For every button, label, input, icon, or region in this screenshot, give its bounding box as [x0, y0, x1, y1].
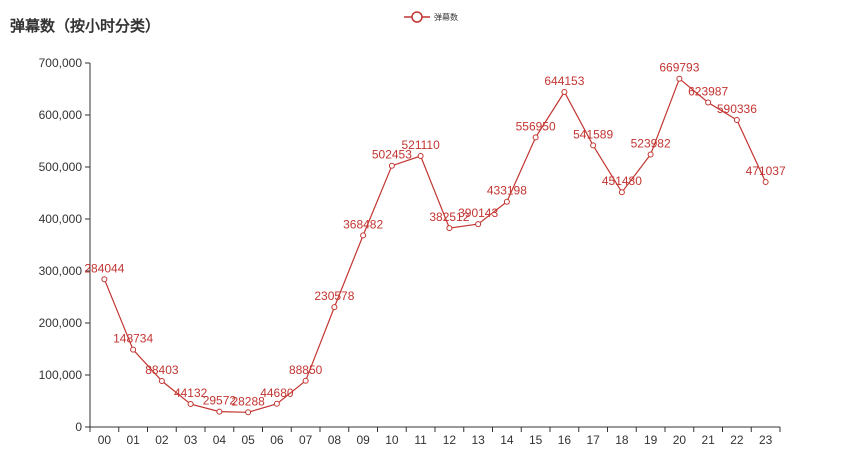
- x-tick-label: 16: [558, 433, 572, 447]
- data-label: 390143: [458, 206, 498, 220]
- data-point: [733, 117, 740, 124]
- x-tick-label: 02: [155, 433, 169, 447]
- x-tick-label: 03: [184, 433, 198, 447]
- x-tick-label: 04: [213, 433, 227, 447]
- chart-title: 弹幕数（按小时分类）: [10, 17, 161, 35]
- x-tick-label: 10: [385, 433, 399, 447]
- data-label: 556950: [516, 119, 556, 133]
- y-tick-label: 700,000: [39, 56, 83, 70]
- legend-label: 弹幕数: [434, 12, 458, 22]
- y-tick-label: 500,000: [39, 160, 83, 174]
- data-label: 623987: [688, 85, 728, 99]
- data-label: 88403: [145, 363, 179, 377]
- data-point: [446, 225, 453, 232]
- data-label: 28288: [231, 394, 265, 408]
- data-label: 382512: [429, 210, 469, 224]
- data-point: [130, 346, 137, 353]
- data-label: 284044: [84, 261, 124, 275]
- data-label: 521110: [401, 138, 440, 152]
- y-tick-label: 300,000: [39, 264, 83, 278]
- data-label: 88850: [289, 363, 323, 377]
- x-tick-label: 08: [328, 433, 342, 447]
- data-point: [302, 377, 309, 384]
- data-point: [388, 162, 395, 169]
- data-label: 669793: [659, 61, 699, 75]
- data-label: 29572: [203, 394, 237, 408]
- x-tick-label: 12: [443, 433, 457, 447]
- x-tick-label: 20: [673, 433, 687, 447]
- y-tick-label: 0: [75, 420, 82, 434]
- data-point: [503, 198, 510, 205]
- data-point: [532, 134, 539, 141]
- legend-line-icon: [404, 11, 430, 23]
- x-tick-label: 13: [471, 433, 485, 447]
- x-tick-label: 07: [299, 433, 313, 447]
- data-point: [676, 75, 683, 82]
- x-tick-label: 17: [586, 433, 600, 447]
- data-point: [417, 153, 424, 160]
- y-tick-label: 400,000: [39, 212, 83, 226]
- x-tick-label: 09: [356, 433, 370, 447]
- data-label: 230578: [314, 289, 354, 303]
- data-point: [590, 142, 597, 149]
- data-label: 523982: [631, 137, 671, 151]
- y-tick-label: 200,000: [39, 316, 83, 330]
- data-label: 644153: [544, 74, 584, 88]
- data-point: [561, 89, 568, 96]
- data-label: 368482: [343, 217, 383, 231]
- data-label: 451480: [602, 174, 642, 188]
- x-tick-label: 11: [414, 433, 427, 447]
- x-tick-label: 15: [529, 433, 543, 447]
- data-label: 433198: [487, 184, 527, 198]
- y-tick-label: 600,000: [39, 108, 83, 122]
- data-point: [101, 276, 108, 283]
- data-point: [705, 99, 712, 106]
- series-line: [103, 77, 767, 413]
- data-point: [475, 221, 482, 228]
- y-tick-label: 100,000: [39, 368, 83, 382]
- data-point: [647, 151, 654, 158]
- x-tick-label: 19: [644, 433, 658, 447]
- data-point: [216, 408, 223, 415]
- x-tick-label: 06: [270, 433, 284, 447]
- data-point: [158, 378, 165, 385]
- data-label: 502453: [372, 148, 412, 162]
- data-point: [618, 189, 625, 196]
- data-point: [245, 409, 252, 416]
- x-tick-label: 00: [98, 433, 112, 447]
- data-label: 148734: [113, 332, 153, 346]
- legend[interactable]: 弹幕数: [404, 10, 458, 24]
- x-tick-label: 14: [500, 433, 514, 447]
- data-point: [331, 304, 338, 311]
- data-label: 590336: [717, 102, 757, 116]
- data-point: [762, 179, 769, 186]
- data-label: 44680: [260, 386, 294, 400]
- data-label: 471037: [746, 164, 786, 178]
- x-tick-label: 21: [701, 433, 715, 447]
- data-point: [187, 401, 194, 408]
- data-label: 541589: [573, 127, 613, 141]
- x-tick-label: 23: [759, 433, 773, 447]
- x-tick-label: 18: [615, 433, 629, 447]
- x-tick-label: 01: [126, 433, 140, 447]
- data-label: 44132: [174, 386, 208, 400]
- data-point: [273, 400, 280, 407]
- data-point: [360, 232, 367, 239]
- x-tick-label: 05: [241, 433, 255, 447]
- x-tick-label: 22: [730, 433, 744, 447]
